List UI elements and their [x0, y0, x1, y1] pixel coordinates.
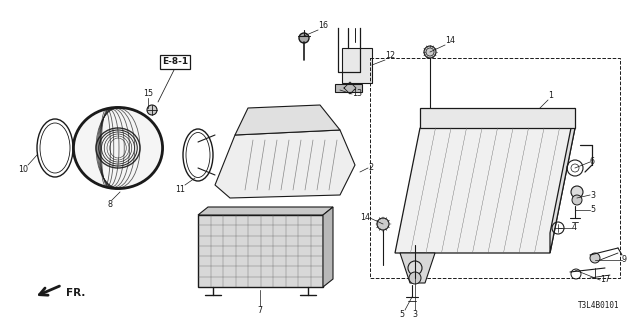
- Text: 14: 14: [445, 36, 455, 45]
- Text: FR.: FR.: [66, 288, 85, 298]
- Polygon shape: [235, 105, 340, 135]
- Text: 3: 3: [590, 190, 595, 199]
- Polygon shape: [395, 128, 575, 253]
- Bar: [342, 48, 372, 83]
- Polygon shape: [323, 207, 333, 287]
- Text: 3: 3: [413, 310, 417, 319]
- Text: 11: 11: [175, 185, 185, 194]
- Circle shape: [147, 105, 157, 115]
- Text: 10: 10: [18, 165, 28, 174]
- Text: 5: 5: [400, 310, 405, 319]
- Circle shape: [409, 272, 421, 284]
- Polygon shape: [550, 108, 575, 253]
- Circle shape: [299, 33, 309, 43]
- Bar: [370, 58, 620, 278]
- Text: 17: 17: [600, 276, 610, 284]
- Text: 5: 5: [590, 205, 595, 214]
- Text: 7: 7: [257, 306, 262, 315]
- Circle shape: [408, 261, 422, 275]
- Text: 16: 16: [318, 21, 328, 30]
- Ellipse shape: [74, 108, 162, 188]
- FancyBboxPatch shape: [198, 215, 323, 287]
- Text: 13: 13: [352, 90, 362, 99]
- Circle shape: [590, 253, 600, 263]
- Polygon shape: [335, 84, 362, 92]
- Polygon shape: [198, 207, 333, 215]
- Text: E-8-1: E-8-1: [162, 58, 188, 67]
- Text: T3L4B0101: T3L4B0101: [579, 301, 620, 310]
- Circle shape: [572, 195, 582, 205]
- Polygon shape: [420, 108, 575, 128]
- Polygon shape: [215, 130, 355, 198]
- Text: 12: 12: [385, 51, 395, 60]
- Text: 2: 2: [368, 164, 373, 172]
- Text: 9: 9: [622, 255, 627, 265]
- Polygon shape: [400, 253, 435, 283]
- Text: 1: 1: [548, 91, 553, 100]
- Circle shape: [571, 186, 583, 198]
- Text: 14: 14: [360, 213, 370, 222]
- Circle shape: [377, 218, 389, 230]
- Text: 8: 8: [107, 200, 112, 209]
- Text: 15: 15: [143, 89, 153, 98]
- Text: 6: 6: [590, 157, 595, 166]
- Text: 4: 4: [572, 223, 577, 233]
- Circle shape: [424, 46, 436, 58]
